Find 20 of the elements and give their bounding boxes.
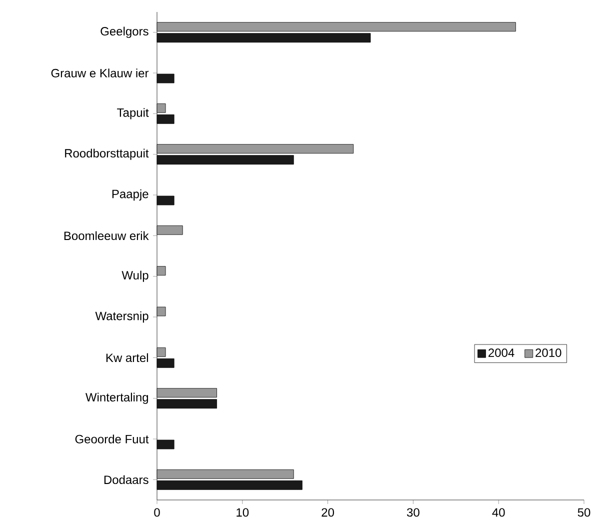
y-tick-label: Wulp (122, 270, 148, 282)
y-tick-label: Geelgors (100, 26, 148, 38)
x-tick-label: 40 (492, 508, 505, 517)
legend-label: 2010 (536, 348, 562, 357)
y-tick-label: Geoorde Fuut (75, 434, 149, 444)
y-tick-label: Watersnip (95, 311, 148, 323)
y-tick-label: Boomleeuw erik (64, 231, 149, 240)
y-tick-label: Roodborsttapuit (65, 148, 149, 160)
y-tick-label: Tapuit (117, 108, 149, 120)
x-tick-label: 30 (406, 508, 420, 517)
x-tick-label: 0 (154, 508, 160, 517)
y-tick-label: Dodaars (104, 475, 148, 484)
y-tick-label: Kw artel (106, 353, 148, 362)
x-tick-label: 20 (322, 508, 334, 517)
x-tick-label: 50 (578, 508, 590, 517)
y-tick-label: Wintertaling (85, 392, 148, 404)
x-tick-label: 10 (236, 508, 249, 517)
y-tick-label: Grauw e Klauw ier (51, 68, 149, 78)
y-tick-label: Paapje (112, 189, 148, 201)
legend-label: 2004 (488, 348, 514, 357)
